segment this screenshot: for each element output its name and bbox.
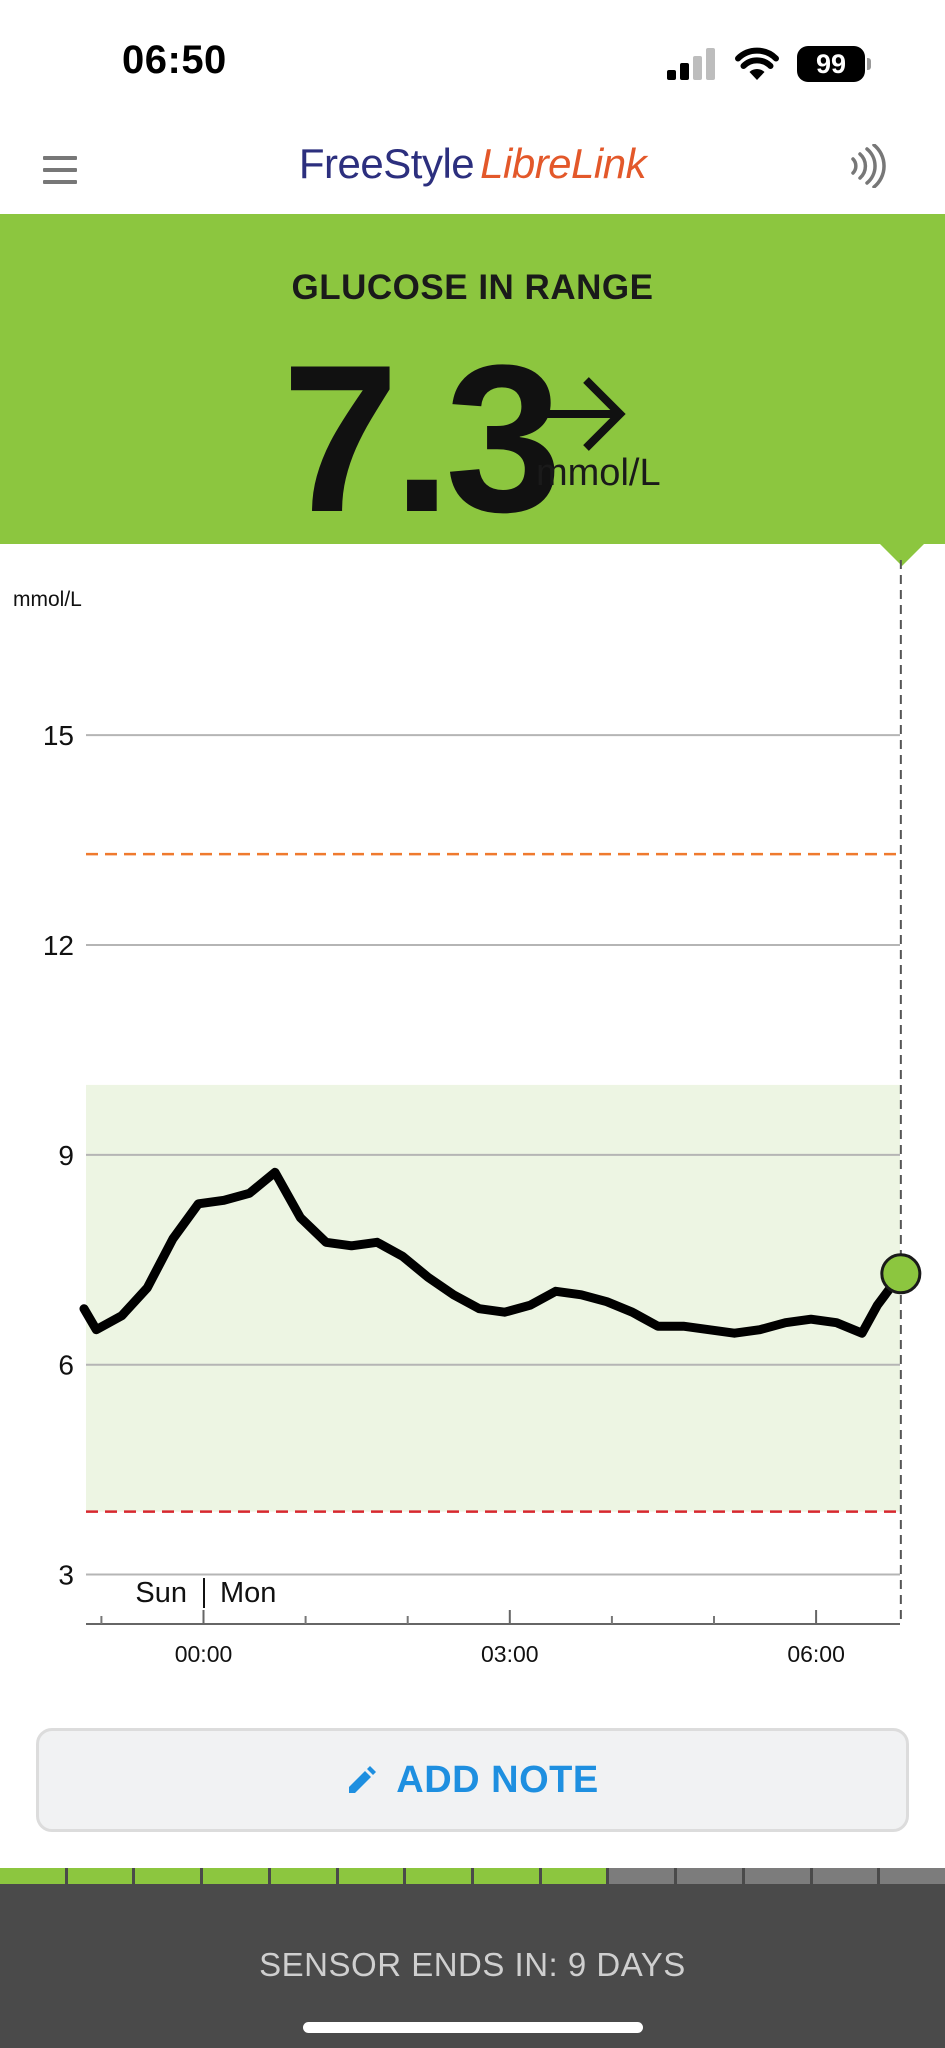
sensor-segment: [200, 1868, 268, 1884]
add-note-label: ADD NOTE: [396, 1758, 599, 1801]
sensor-segment: [335, 1868, 404, 1884]
glucose-series-line: [79, 1167, 906, 1338]
sensor-segment: [809, 1868, 878, 1884]
app-header: FreeStyle LibreLink: [0, 120, 945, 214]
y-tick-label-12: 12: [43, 930, 74, 961]
sensor-segment: [538, 1868, 607, 1884]
x-tick-label-00:00: 00:00: [175, 1641, 233, 1667]
glucose-status: GLUCOSE IN RANGE: [291, 268, 654, 307]
sensor-segment: [267, 1868, 336, 1884]
menu-icon[interactable]: [43, 156, 77, 184]
current-reading-point: [880, 1253, 922, 1295]
signal-icon: [667, 48, 715, 80]
sensor-segment: [471, 1868, 539, 1884]
status-bar: 06:50 99: [0, 0, 945, 120]
sensor-ends-text: SENSOR ENDS IN: 9 DAYS: [259, 1946, 686, 1983]
x-tick-label-03:00: 03:00: [481, 1641, 539, 1667]
sensor-footer: SENSOR ENDS IN: 9 DAYS: [0, 1884, 945, 2048]
day-label-mon: Mon: [220, 1577, 276, 1609]
y-tick-label-6: 6: [58, 1350, 74, 1381]
sensor-segment: [741, 1868, 810, 1884]
x-tick-label-06:00: 06:00: [787, 1641, 845, 1667]
sensor-segment: [0, 1868, 65, 1884]
sensor-segment: [132, 1868, 201, 1884]
logo-librelink: LibreLink: [480, 140, 647, 187]
logo-freestyle: FreeStyle: [298, 140, 475, 187]
nfc-scan-icon[interactable]: [847, 144, 891, 188]
glucose-banner: GLUCOSE IN RANGE 7.3 mmol/L: [0, 214, 945, 544]
sensor-segment: [606, 1868, 675, 1884]
arrow-right-icon: [546, 377, 626, 451]
status-time: 06:50: [122, 38, 227, 82]
status-icons: 99: [667, 44, 871, 84]
target-range-band: [86, 1084, 900, 1512]
banner-pointer: [880, 544, 924, 566]
sensor-segment: [877, 1868, 945, 1884]
add-note-button[interactable]: ADD NOTE: [36, 1728, 909, 1832]
home-indicator[interactable]: [303, 2022, 643, 2033]
y-tick-label-3: 3: [58, 1560, 74, 1591]
sensor-segment: [674, 1868, 742, 1884]
wifi-icon: [735, 47, 779, 80]
glucose-unit: mmol/L: [536, 452, 661, 494]
y-axis-unit-label: mmol/L: [13, 588, 82, 611]
y-tick-label-9: 9: [58, 1140, 74, 1171]
sensor-progress: [0, 1868, 945, 1884]
battery-icon: 99: [797, 46, 871, 82]
sensor-segment: [64, 1868, 133, 1884]
app-logo: FreeStyle LibreLink: [0, 140, 945, 188]
pencil-icon: [349, 1766, 377, 1793]
glucose-value: 7.3: [282, 321, 562, 556]
day-label-sun: Sun: [135, 1577, 187, 1609]
sensor-segment: [403, 1868, 472, 1884]
y-tick-label-15: 15: [43, 720, 74, 751]
